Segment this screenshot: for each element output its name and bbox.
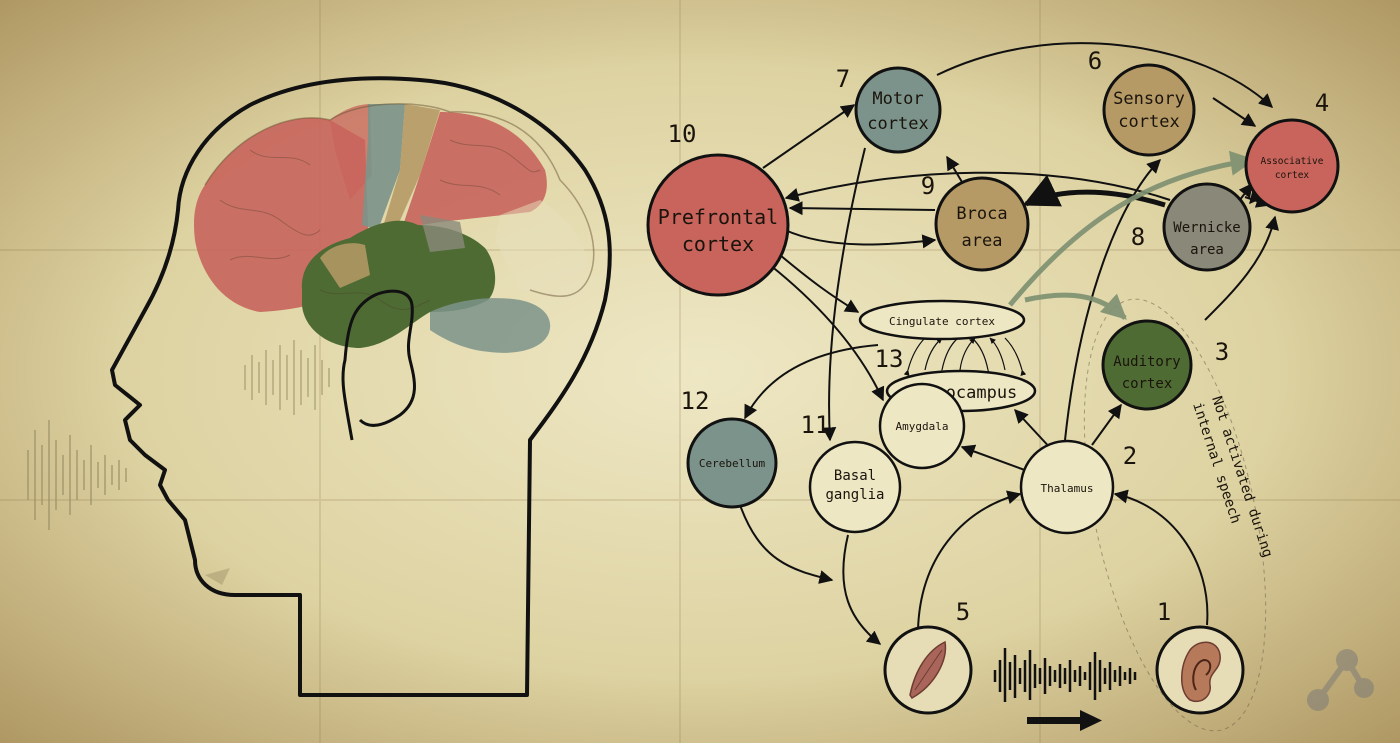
broca-area-number: 9 xyxy=(921,172,935,200)
basal-ganglia-line2: ganglia xyxy=(825,487,884,503)
wernicke-area-number: 8 xyxy=(1131,223,1145,251)
connection-arrows xyxy=(739,42,1279,645)
hippocampus-number: 13 xyxy=(875,345,904,373)
broca-area-line2: area xyxy=(962,231,1003,251)
wernicke-area-line2: area xyxy=(1190,242,1224,258)
cingulate-cortex-label: Cingulate cortex xyxy=(889,315,995,328)
basal-ganglia-number: 11 xyxy=(801,411,830,439)
node-broca-area: Broca area 9 xyxy=(921,172,1030,272)
internal-speech-region xyxy=(1083,298,1267,732)
brain-icon xyxy=(194,103,595,353)
thalamus-label: Thalamus xyxy=(1041,482,1094,495)
sensory-cortex-number: 6 xyxy=(1088,47,1102,75)
node-cerebellum: Cerebellum 12 xyxy=(681,387,778,509)
wernicke-area-line1: Wernicke xyxy=(1173,220,1240,236)
right-arrow-icon xyxy=(1027,710,1102,731)
auditory-cortex-number: 3 xyxy=(1215,338,1229,366)
sound-wave-icon xyxy=(27,420,127,530)
node-ear: 1 xyxy=(1155,598,1245,715)
node-amygdala: Amygdala xyxy=(878,382,966,470)
amygdala-label: Amygdala xyxy=(896,420,949,433)
node-motor-cortex: Motor cortex 7 xyxy=(836,65,942,154)
share-icon[interactable] xyxy=(1307,649,1374,711)
cerebellum-number: 12 xyxy=(681,387,710,415)
prefrontal-cortex-line1: Prefrontal xyxy=(658,205,778,229)
node-mouth: 5 xyxy=(883,598,973,715)
sensory-cortex-line2: cortex xyxy=(1118,112,1179,132)
node-thalamus: Thalamus 2 xyxy=(1019,439,1137,535)
motor-cortex-line1: Motor xyxy=(872,89,923,109)
node-sensory-cortex: Sensory cortex 6 xyxy=(1088,47,1196,157)
motor-cortex-line2: cortex xyxy=(867,114,928,134)
node-associative-cortex: Associative cortex 4 xyxy=(1244,89,1340,214)
associative-cortex-line1: Associative xyxy=(1261,156,1324,167)
cerebellum-label: Cerebellum xyxy=(699,457,766,470)
thalamus-number: 2 xyxy=(1123,442,1137,470)
ear-number: 1 xyxy=(1157,598,1171,626)
lips-icon xyxy=(909,640,947,699)
node-auditory-cortex: Auditory cortex 3 xyxy=(1101,319,1229,411)
node-wernicke-area: Wernicke area 8 xyxy=(1131,182,1252,272)
prefrontal-cortex-number: 10 xyxy=(668,120,697,148)
mouth-number: 5 xyxy=(956,598,970,626)
basal-ganglia-line1: Basal xyxy=(834,468,876,484)
associative-cortex-line2: cortex xyxy=(1275,170,1310,181)
ear-icon xyxy=(1181,641,1221,702)
head-illustration xyxy=(27,76,612,697)
motor-cortex-number: 7 xyxy=(836,65,850,93)
node-prefrontal-cortex: Prefrontal cortex 10 xyxy=(646,120,790,297)
auditory-cortex-line2: cortex xyxy=(1122,376,1173,392)
node-basal-ganglia: Basal ganglia 11 xyxy=(801,411,902,534)
speech-sound-wave-icon xyxy=(993,648,1137,702)
sensory-cortex-line1: Sensory xyxy=(1113,89,1185,109)
node-cingulate-cortex: Cingulate cortex xyxy=(858,299,1026,341)
prefrontal-cortex-line2: cortex xyxy=(682,232,754,256)
auditory-cortex-line1: Auditory xyxy=(1113,354,1180,370)
broca-area-line1: Broca xyxy=(956,204,1007,224)
associative-cortex-number: 4 xyxy=(1315,89,1329,117)
